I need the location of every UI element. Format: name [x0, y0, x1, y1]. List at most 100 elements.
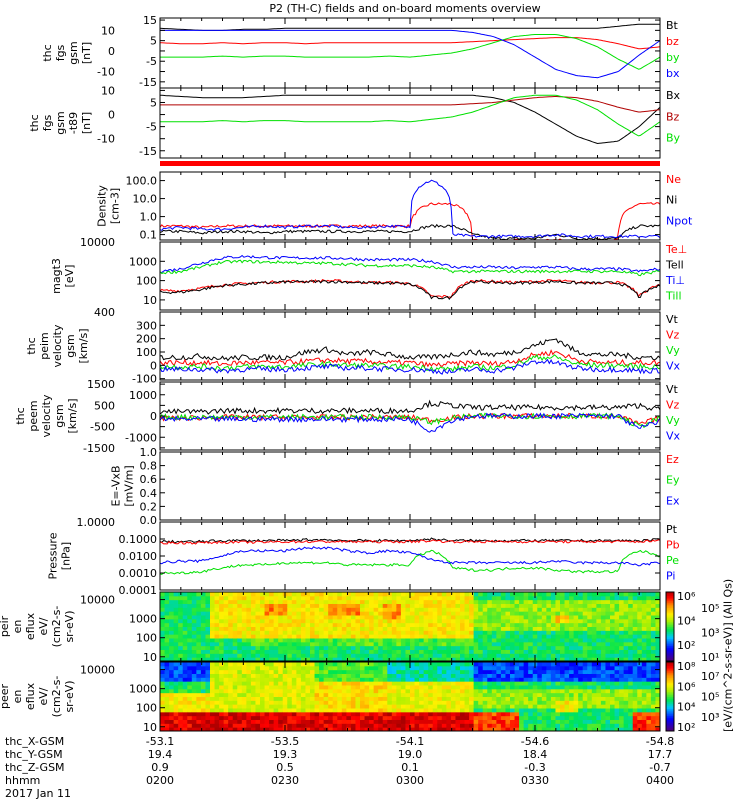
spectrogram-cell	[246, 669, 252, 674]
spectrogram-cell	[464, 715, 470, 720]
spectrogram-cell	[314, 681, 320, 686]
spectrogram-cell	[582, 681, 588, 686]
y-tick-label: 10	[101, 84, 115, 97]
spectrogram-cell	[528, 715, 534, 720]
y-tick-label: -10	[97, 66, 115, 79]
spectrogram-cell	[160, 723, 166, 728]
spectrogram-cell	[596, 630, 602, 635]
spectrogram-cell	[614, 634, 620, 639]
spectrogram-cell	[569, 649, 575, 654]
spectrogram-cell	[641, 611, 647, 616]
spectrogram-cell	[460, 618, 466, 624]
spectrogram-cell	[623, 665, 629, 671]
y-tick-label: 0.6	[140, 473, 158, 486]
spectrogram-cell	[464, 611, 470, 616]
spectrogram-cell	[482, 692, 488, 697]
spectrogram-cell	[637, 638, 643, 643]
spectrogram-cell	[573, 622, 579, 627]
spectrogram-cell	[305, 662, 311, 667]
spectrogram-cell	[523, 719, 529, 724]
spectrogram-cell	[373, 681, 379, 686]
spectrogram-cell	[364, 704, 370, 709]
spectrogram-cell	[237, 685, 243, 690]
spectrogram-cell	[446, 665, 452, 671]
spectrogram-cell	[428, 638, 434, 643]
spectrogram-cell	[478, 669, 484, 674]
spectrogram-cell	[405, 592, 411, 597]
spectrogram-cell	[264, 615, 270, 620]
spectrogram-cell	[450, 641, 456, 647]
spectrogram-cell	[573, 649, 579, 654]
spectrogram-cell	[332, 708, 338, 713]
spectrogram-cell	[641, 723, 647, 728]
spectrogram-cell	[578, 723, 584, 728]
spectrogram-cell	[487, 638, 493, 643]
spectrogram-cell	[160, 688, 166, 694]
spectrogram-cell	[332, 615, 338, 620]
spectrogram-cell	[560, 662, 566, 667]
spectrogram-cell	[300, 665, 306, 671]
spectrogram-cell	[287, 719, 293, 724]
spectrogram-cell	[400, 618, 406, 624]
spectrogram-cell	[523, 603, 529, 608]
spectrogram-cell	[450, 662, 456, 667]
spectrogram-cell	[360, 708, 366, 713]
spectrogram-cell	[623, 708, 629, 713]
spectrogram-cell	[423, 677, 429, 682]
spectrogram-cell	[269, 719, 275, 724]
spectrogram-cell	[264, 626, 270, 631]
colorbar-swatch	[666, 648, 674, 652]
spectrogram-cell	[419, 592, 425, 597]
colorbar-swatch	[666, 595, 674, 598]
spectrogram-cell	[578, 622, 584, 627]
spectrogram-cell	[605, 711, 611, 717]
spectrogram-cell	[350, 649, 356, 654]
legend-label: bz	[666, 35, 679, 48]
spectrogram-cell	[478, 662, 484, 667]
spectrogram-cell	[310, 727, 316, 732]
spectrogram-cell	[419, 638, 425, 643]
spectrogram-cell	[487, 645, 493, 650]
spectrogram-cell	[619, 665, 625, 671]
spectrogram-cell	[496, 711, 502, 717]
spectrogram-cell	[510, 592, 516, 597]
spectrogram-cell	[523, 630, 529, 635]
spectrogram-cell	[169, 649, 175, 654]
spectrogram-cell	[241, 669, 247, 674]
spectrogram-cell	[405, 685, 411, 690]
spectrogram-cell	[464, 630, 470, 635]
spectrogram-cell	[323, 681, 329, 686]
y-axis-label-line: peim	[38, 332, 51, 360]
spectrogram-cell	[478, 595, 484, 601]
spectrogram-cell	[264, 634, 270, 639]
spectrogram-cell	[610, 645, 616, 650]
spectrogram-cell	[405, 649, 411, 654]
spectrogram-cell	[355, 634, 361, 639]
spectrogram-cell	[296, 681, 302, 686]
spectrogram-cell	[623, 711, 629, 717]
spectrogram-cell	[328, 611, 334, 616]
spectrogram-cell	[223, 704, 229, 709]
spectrogram-cell	[414, 611, 420, 616]
spectrogram-cell	[228, 645, 234, 650]
spectrogram-cell	[514, 665, 520, 671]
spectrogram-cell	[341, 599, 347, 604]
spectrogram-cell	[532, 645, 538, 650]
spectrogram-cell	[637, 603, 643, 608]
spectrogram-cell	[578, 645, 584, 650]
spectrogram-cell	[650, 662, 656, 667]
colorbar-swatch	[666, 727, 674, 730]
spectrogram-cell	[373, 669, 379, 674]
spectrogram-cell	[378, 700, 384, 705]
y-axis-label-line: velocity	[51, 324, 64, 367]
spectrogram-cell	[410, 665, 416, 671]
spectrogram-cell	[369, 723, 375, 728]
spectrogram-cell	[287, 607, 293, 612]
spectrogram-cell	[332, 665, 338, 671]
spectrogram-cell	[623, 645, 629, 650]
spectrogram-cell	[464, 592, 470, 597]
spectrogram-cell	[414, 681, 420, 686]
spectrogram-cell	[496, 700, 502, 705]
spectrogram-cell	[500, 669, 506, 674]
